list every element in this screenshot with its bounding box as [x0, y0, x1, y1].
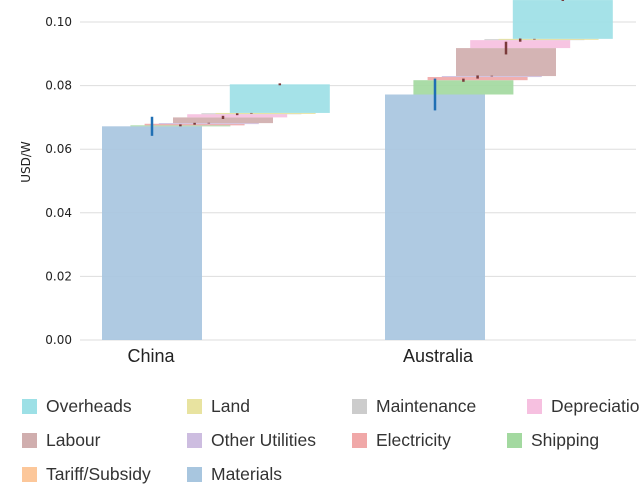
y-axis-ticks: 0.00 0.02 0.04 0.06 0.08 0.10 [45, 15, 72, 347]
legend-swatch [352, 399, 367, 414]
legend-swatch [22, 399, 37, 414]
bar-depreciation-china [187, 114, 288, 118]
bar-materials-australia [385, 94, 485, 340]
legend-label: Maintenance [376, 396, 477, 416]
bar-land-australia [498, 38, 599, 40]
legend-swatch [22, 467, 37, 482]
legend-swatch [187, 399, 202, 414]
legend-label: Electricity [376, 430, 451, 450]
legend-swatch [22, 433, 37, 448]
y-tick-label: 0.08 [45, 79, 72, 93]
legend: Overheads Land Maintenance Depreciation Labo… [22, 396, 640, 490]
legend-item-overheads: Overheads [22, 396, 132, 417]
y-tick-label: 0.06 [45, 142, 72, 156]
bar-other-utilities-china [158, 123, 259, 125]
x-category-label: China [127, 346, 175, 366]
legend-item-electricity: Electricity [352, 430, 451, 451]
legend-label: Labour [46, 430, 101, 450]
x-category-label: Australia [403, 346, 474, 366]
legend-item-materials: Materials [187, 464, 282, 485]
legend-swatch [507, 433, 522, 448]
y-tick-label: 0.04 [45, 206, 72, 220]
bar-land-china [215, 112, 316, 114]
legend-item-land: Land [187, 396, 250, 417]
legend-item-labour: Labour [22, 430, 101, 451]
bar-overheads-australia [512, 0, 613, 39]
chart: 0.000.020.040.060.080.10 China Australia … [19, 0, 636, 366]
bar-materials-china [102, 126, 202, 340]
y-tick-label: 0.02 [45, 269, 72, 283]
bar-shipping-australia [413, 80, 514, 95]
legend-label: Materials [211, 464, 282, 484]
legend-label: Shipping [531, 430, 600, 450]
bar-electricity-australia [427, 77, 528, 81]
legend-label: Land [211, 396, 250, 416]
legend-item-maintenance: Maintenance [352, 396, 476, 417]
legend-item-shipping: Shipping [507, 430, 599, 451]
legend-label: Depreciation [551, 396, 640, 416]
y-axis-label: USD/W [19, 141, 33, 183]
legend-swatch [527, 399, 542, 414]
legend-item-other-utilities: Other Utilities [187, 430, 316, 451]
bar-depreciation-australia [470, 40, 571, 49]
legend-swatch [187, 433, 202, 448]
legend-item-depreciation: Depreciation [527, 396, 640, 417]
legend-label: Overheads [46, 396, 132, 416]
error-bars [150, 0, 565, 136]
bar-other-utilities-australia [441, 76, 542, 78]
bars [102, 0, 613, 340]
legend-swatch [352, 433, 367, 448]
bar-labour-china [173, 117, 273, 124]
legend-swatch [187, 467, 202, 482]
y-tick-label: 0.10 [45, 15, 72, 29]
x-axis-categories: China Australia [127, 346, 474, 366]
legend-label: Tariff/Subsidy [46, 464, 151, 484]
legend-label: Other Utilities [211, 430, 317, 450]
legend-item-tariff-subsidy: Tariff/Subsidy [22, 464, 151, 485]
y-tick-label: 0.00 [45, 333, 72, 347]
bar-overheads-china [229, 84, 330, 113]
